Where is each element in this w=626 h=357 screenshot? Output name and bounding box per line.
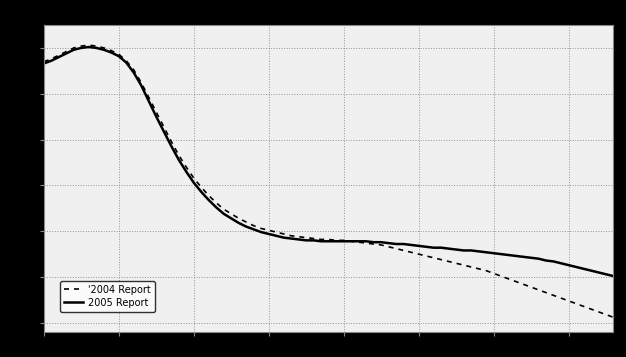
'2004 Report	[40, 60, 48, 64]
Line: 2005 Report: 2005 Report	[44, 47, 613, 276]
2005 Report	[85, 45, 93, 49]
'2004 Report	[160, 125, 168, 129]
2005 Report	[40, 61, 48, 66]
Line: '2004 Report: '2004 Report	[44, 45, 613, 317]
2005 Report	[280, 236, 287, 240]
2005 Report	[295, 237, 302, 242]
Legend: '2004 Report, 2005 Report: '2004 Report, 2005 Report	[60, 281, 155, 312]
'2004 Report	[295, 235, 302, 239]
'2004 Report	[610, 315, 617, 320]
2005 Report	[242, 225, 250, 229]
2005 Report	[610, 274, 617, 278]
2005 Report	[362, 239, 370, 243]
2005 Report	[235, 221, 242, 225]
'2004 Report	[242, 220, 250, 224]
2005 Report	[160, 129, 168, 134]
'2004 Report	[85, 43, 93, 47]
'2004 Report	[280, 232, 287, 236]
'2004 Report	[362, 241, 370, 245]
'2004 Report	[235, 216, 242, 221]
